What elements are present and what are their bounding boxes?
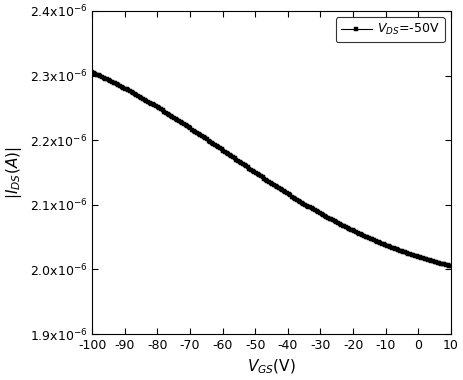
Y-axis label: $|I_{DS}(A)|$: $|I_{DS}(A)|$ xyxy=(4,146,24,199)
Line: $V_{DS}$=-50V: $V_{DS}$=-50V xyxy=(90,71,453,268)
$V_{DS}$=-50V xyxy=(410,253,416,258)
$V_{DS}$=-50V xyxy=(393,247,398,251)
$V_{DS}$=-50V xyxy=(404,251,409,255)
$V_{DS}$=-50V xyxy=(89,70,95,74)
$V_{DS}$=-50V xyxy=(188,126,193,131)
$V_{DS}$=-50V xyxy=(448,264,454,268)
X-axis label: $V_{GS}$(V): $V_{GS}$(V) xyxy=(247,358,296,376)
$V_{DS}$=-50V xyxy=(281,189,287,194)
$V_{DS}$=-50V xyxy=(194,130,200,135)
Legend: $V_{DS}$=-50V: $V_{DS}$=-50V xyxy=(336,17,444,42)
